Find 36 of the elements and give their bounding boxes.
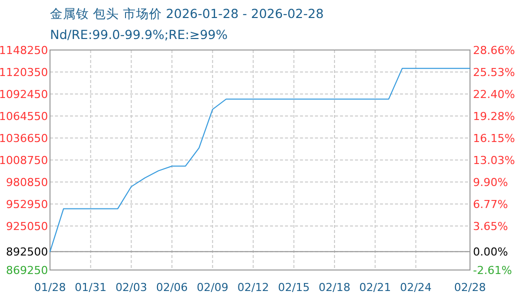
x-tick-label: 02/03 [115,281,148,294]
x-tick-label: 02/24 [400,281,432,294]
y2-tick-label: 9.90% [473,176,508,189]
y-tick-label: 1148250 [0,44,48,57]
y-tick-label: 1092450 [0,88,48,101]
y-tick-label: 980850 [6,176,48,189]
y-tick-label: 1064550 [0,110,48,123]
x-tick-label: 02/06 [156,281,188,294]
y-tick-label: 1008750 [0,154,48,167]
chart-title: 金属钕 包头 市场价 2026-01-28 - 2026-02-28 [50,6,324,21]
x-tick-label: 01/31 [74,281,106,294]
y-tick-label: 952950 [6,198,48,211]
y-tick-label: 869250 [6,264,48,277]
y2-tick-label: 0.00% [473,246,508,259]
x-tick-label: 02/21 [359,281,392,294]
x-tick-label: 02/28 [454,281,486,294]
y2-tick-label: 6.77% [473,198,508,212]
x-tick-label: 02/12 [237,281,270,294]
chart-subtitle: Nd/RE:99.0-99.9%;RE:≥99% [50,27,228,42]
y2-tick-label: 28.66% [473,44,515,57]
y2-tick-label: 22.40% [473,88,515,102]
x-tick-label: 02/15 [278,281,310,294]
x-tick-label: 02/09 [196,281,228,294]
y-tick-label: 892500 [6,246,48,259]
x-tick-label: 02/18 [318,281,350,294]
y2-tick-label: 25.53% [473,66,515,80]
line-series [50,68,470,252]
y-tick-label: 1036650 [0,132,48,145]
y2-tick-label: -2.61% [473,264,512,277]
y2-tick-label: 3.65% [473,220,508,233]
y2-tick-label: 19.28% [473,110,515,123]
y-tick-label: 925050 [6,220,48,233]
y-tick-label: 1120350 [0,66,48,79]
y2-tick-label: 13.03% [473,154,515,167]
x-tick-label: 01/28 [34,281,66,294]
y2-tick-label: 16.15% [473,132,515,146]
